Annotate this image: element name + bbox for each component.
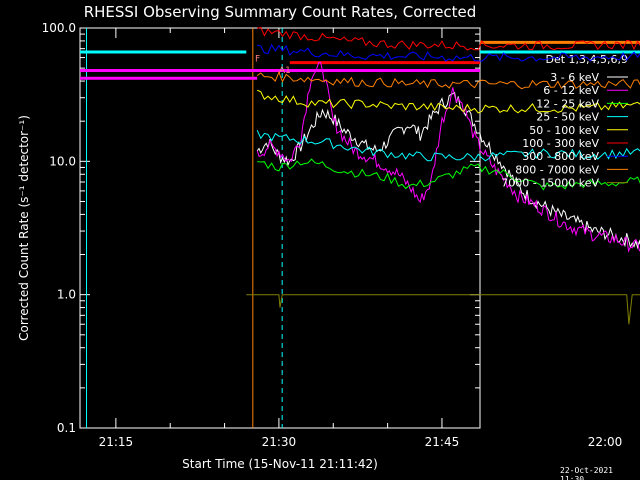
series-line: [256, 70, 640, 90]
legend-entry-label: 300 - 800 keV: [522, 150, 599, 163]
plot-frame: [79, 27, 481, 429]
legend-entry-label: 3 - 6 keV: [550, 71, 599, 84]
series-line: [257, 26, 640, 51]
y-tick-label: 100.0: [42, 21, 76, 35]
y-tick-label: 10.0: [49, 154, 76, 168]
y-axis-label: Corrected Count Rate (s⁻¹ detector⁻¹): [17, 115, 31, 341]
series-line: [256, 129, 640, 162]
x-tick-label: 22:00: [588, 435, 623, 449]
series-line: [257, 43, 640, 62]
series-line: [256, 61, 640, 253]
legend-entry-label: 25 - 50 keV: [536, 111, 599, 124]
x-axis-label: Start Time (15-Nov-11 21:11:42): [182, 457, 378, 471]
x-tick-label: 21:45: [425, 435, 460, 449]
series-line: [256, 89, 640, 114]
series-group: [246, 26, 640, 325]
flag-annotation: F: [255, 55, 260, 65]
flag-annotation: A1: [279, 66, 291, 76]
series-line: [246, 294, 640, 325]
plot-area: [79, 27, 481, 429]
x-tick-label: 21:15: [99, 435, 134, 449]
axis-ticks: 0.11.010.0100.021:1521:3021:4522:0022:15…: [42, 21, 623, 449]
overlay-group: F A1: [80, 28, 640, 428]
legend-entry-label: 100 - 300 keV: [522, 137, 599, 150]
legend-entry-label: 7000 - 15000 keV: [501, 177, 599, 190]
x-tick-label: 21:30: [262, 435, 297, 449]
legend-entry-label: 12 - 25 keV: [536, 97, 599, 110]
footer-date: 22-Oct-2021 11:30: [560, 466, 613, 480]
chart-title: RHESSI Observing Summary Count Rates, Co…: [84, 3, 477, 21]
legend-entry-label: 6 - 12 keV: [543, 84, 599, 97]
y-tick-label: 1.0: [57, 288, 76, 302]
legend-title: Det 1,3,4,5,6,9: [545, 53, 628, 66]
y-tick-label: 0.1: [57, 421, 76, 435]
legend-entry-label: 800 - 7000 keV: [515, 163, 599, 176]
series-line: [257, 158, 640, 191]
legend-entry-label: 50 - 100 keV: [529, 124, 599, 137]
